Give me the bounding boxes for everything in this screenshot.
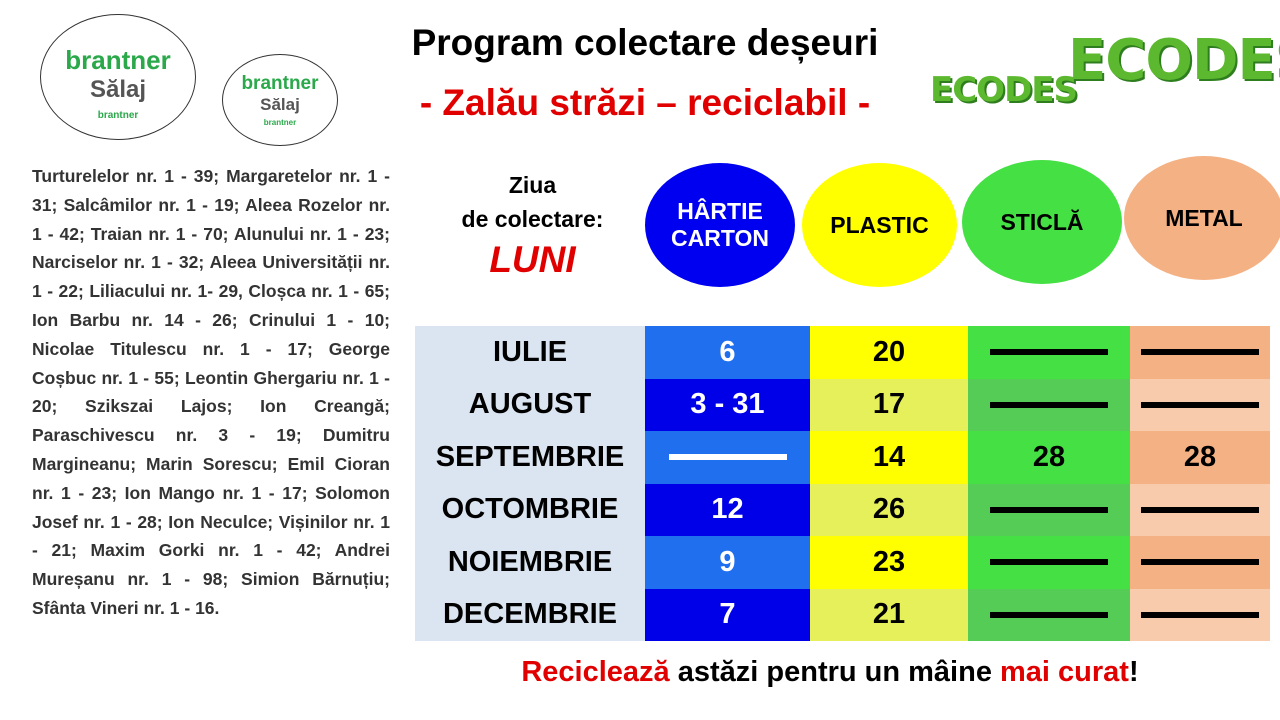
no-collection-dash bbox=[990, 559, 1108, 566]
month: OCTOMBRIE bbox=[415, 483, 645, 536]
table-cell: 14 bbox=[810, 431, 968, 484]
table-cell: 9 bbox=[645, 536, 810, 589]
ecodes-logo: ECODES bbox=[930, 70, 1078, 110]
no-collection-dash bbox=[990, 506, 1108, 513]
logo-name: brantner bbox=[241, 73, 319, 94]
logo-small: brantner bbox=[263, 118, 297, 127]
day: LUNI bbox=[489, 239, 576, 280]
table-cell: 17 bbox=[810, 378, 968, 431]
category-circle: METAL bbox=[1124, 156, 1280, 280]
collection-day: Ziua de colectare: LUNI bbox=[440, 168, 625, 284]
table-cell bbox=[968, 588, 1130, 641]
footer: Reciclează astăzi pentru un mâine mai cu… bbox=[380, 656, 1280, 689]
table-cell: 20 bbox=[810, 326, 968, 379]
month: NOIEMBRIE bbox=[415, 536, 645, 589]
day-label: de colectare: bbox=[461, 206, 604, 232]
month: SEPTEMBRIE bbox=[415, 431, 645, 484]
table-cell: 3 - 31 bbox=[645, 378, 810, 431]
table-cell bbox=[968, 326, 1130, 379]
schedule-table: IULIE 6 20 AUGUST 3 - 31 17 SEPTEMBRIE 14 28 28 OC… bbox=[415, 326, 1270, 641]
table-cell: 28 bbox=[1130, 431, 1270, 484]
category-circle: PLASTIC bbox=[802, 163, 957, 287]
table-cell: 12 bbox=[645, 483, 810, 536]
brantner-logo: brantner Sălaj brantner bbox=[222, 54, 338, 146]
month: DECEMBRIE bbox=[415, 588, 645, 641]
footer-text: Reciclează bbox=[521, 656, 670, 688]
logo-small: brantner bbox=[97, 110, 139, 121]
table-cell: 23 bbox=[810, 536, 968, 589]
street-list: Turturelelor nr. 1 - 39; Margaretelor nr… bbox=[32, 166, 390, 618]
table-cell bbox=[1130, 326, 1270, 379]
category-circle: HÂRTIE CARTON bbox=[645, 163, 795, 287]
table-cell: 7 bbox=[645, 588, 810, 641]
footer-text: mai curat bbox=[1000, 656, 1129, 688]
category-circle: STICLĂ bbox=[962, 160, 1122, 284]
no-collection-dash bbox=[990, 401, 1108, 408]
no-collection-dash bbox=[1141, 401, 1259, 408]
table-cell bbox=[968, 536, 1130, 589]
brantner-logo: brantner Sălaj brantner bbox=[40, 14, 196, 140]
table-cell bbox=[968, 483, 1130, 536]
logo-region: Sălaj bbox=[260, 95, 300, 114]
table-cell bbox=[1130, 588, 1270, 641]
no-collection-dash bbox=[1141, 349, 1259, 356]
table-cell bbox=[1130, 483, 1270, 536]
no-collection-dash bbox=[1141, 559, 1259, 566]
day-label: Ziua bbox=[508, 172, 557, 198]
ecodes-logo: ECODES bbox=[1068, 28, 1280, 93]
no-collection-dash bbox=[990, 349, 1108, 356]
logo-name: brantner bbox=[65, 45, 171, 75]
table-cell: 26 bbox=[810, 483, 968, 536]
table-cell: 6 bbox=[645, 326, 810, 379]
month: IULIE bbox=[415, 326, 645, 379]
footer-text: ! bbox=[1128, 656, 1139, 688]
no-collection-dash bbox=[668, 454, 787, 461]
title: Program colectare deșeuri bbox=[411, 22, 879, 63]
no-collection-dash bbox=[990, 611, 1108, 618]
no-collection-dash bbox=[1141, 506, 1259, 513]
table-cell bbox=[1130, 536, 1270, 589]
no-collection-dash bbox=[1141, 611, 1259, 618]
footer-text: astăzi pentru un mâine bbox=[669, 656, 1001, 688]
table-cell bbox=[1130, 378, 1270, 431]
logo-region: Sălaj bbox=[89, 76, 147, 103]
table-cell: 28 bbox=[968, 431, 1130, 484]
table-cell bbox=[968, 378, 1130, 431]
table-cell: 21 bbox=[810, 588, 968, 641]
month: AUGUST bbox=[415, 378, 645, 431]
table-cell bbox=[645, 431, 810, 484]
subtitle: - Zalău străzi – reciclabil - bbox=[419, 82, 871, 123]
